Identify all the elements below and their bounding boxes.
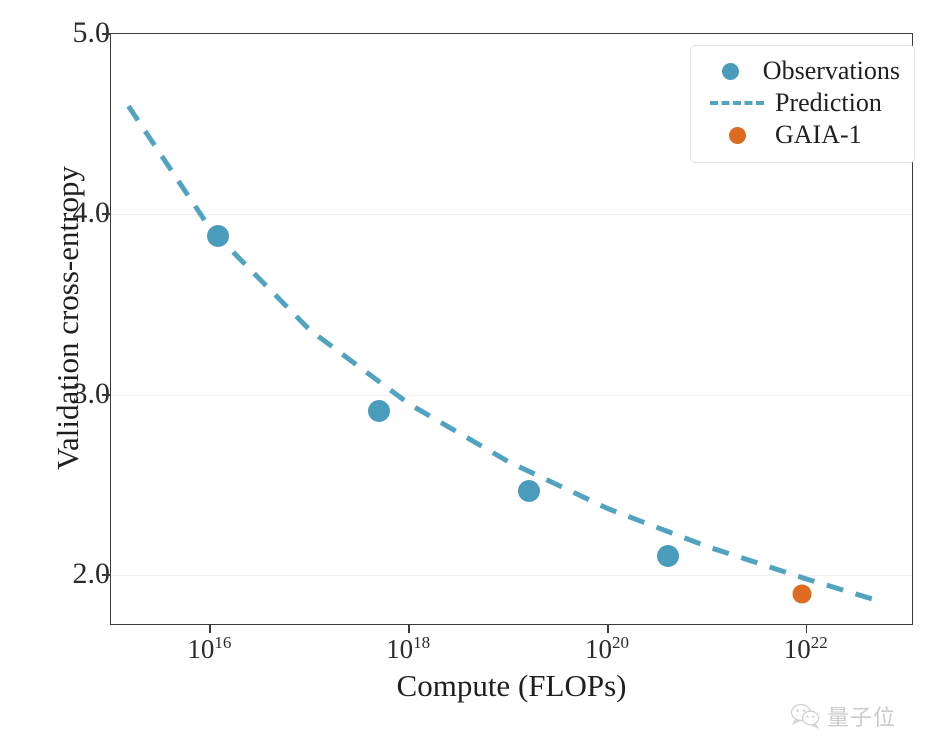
data-point-observations bbox=[656, 544, 679, 567]
prediction-line bbox=[126, 104, 885, 605]
x-tick-mark bbox=[805, 625, 808, 633]
y-tick-mark bbox=[102, 33, 110, 35]
x-tick-label: 1016 bbox=[187, 634, 231, 664]
x-tick-base: 10 bbox=[584, 634, 612, 664]
prediction-curve bbox=[126, 104, 885, 605]
y-axis-title: Validation cross-entropy bbox=[50, 166, 85, 470]
x-tick-mark bbox=[408, 625, 410, 633]
y-tick-mark bbox=[102, 213, 110, 216]
x-tick-base: 10 bbox=[187, 634, 215, 664]
x-tick-mark bbox=[209, 625, 211, 633]
x-tick-base: 10 bbox=[783, 634, 811, 664]
x-tick-exponent: 18 bbox=[413, 633, 431, 652]
legend-label: Prediction bbox=[775, 88, 882, 117]
y-tick-label: 3.0 bbox=[72, 376, 111, 410]
x-tick-exponent: 22 bbox=[810, 633, 828, 652]
y-tick-label: 2.0 bbox=[72, 557, 111, 591]
watermark-text: 量子位 bbox=[827, 706, 897, 731]
legend-key bbox=[705, 126, 769, 144]
legend-item: GAIA-1 bbox=[705, 119, 900, 151]
legend-item: Prediction bbox=[705, 87, 900, 119]
legend-key bbox=[705, 62, 757, 80]
legend-key bbox=[705, 101, 769, 105]
x-tick-base: 10 bbox=[386, 634, 414, 664]
y-tick-label: 4.0 bbox=[72, 196, 111, 230]
data-point-observations bbox=[207, 225, 230, 248]
gridline bbox=[111, 394, 912, 396]
wechat-icon bbox=[790, 703, 820, 729]
legend-label: GAIA-1 bbox=[775, 120, 862, 149]
y-tick-mark bbox=[102, 393, 110, 396]
x-axis-title: Compute (FLOPs) bbox=[396, 668, 627, 703]
x-tick-mark bbox=[606, 625, 609, 633]
x-tick-label: 1020 bbox=[585, 634, 629, 664]
data-point-observations bbox=[517, 479, 540, 502]
legend-label: Observations bbox=[762, 56, 900, 85]
data-point-observations bbox=[368, 400, 391, 423]
y-tick-label: 5.0 bbox=[72, 16, 111, 49]
chart-legend: Observations Prediction GAIA-1 bbox=[690, 45, 915, 163]
data-point-gaia-1 bbox=[792, 584, 812, 603]
x-tick-label: 1018 bbox=[386, 634, 430, 664]
x-tick-exponent: 16 bbox=[214, 633, 232, 652]
watermark: 量子位 bbox=[790, 700, 896, 732]
x-tick-exponent: 20 bbox=[611, 633, 629, 652]
x-tick-label: 1022 bbox=[784, 634, 828, 664]
gridline bbox=[111, 214, 912, 216]
legend-item: Observations bbox=[705, 55, 900, 87]
legend-marker-dashed-line-icon bbox=[710, 101, 764, 105]
gridline bbox=[111, 575, 912, 577]
y-tick-mark bbox=[102, 574, 110, 577]
legend-marker-dot-icon bbox=[722, 62, 740, 80]
data-layer bbox=[111, 34, 912, 624]
y-axis: 5.0 4.0 3.0 2.0 bbox=[0, 0, 110, 754]
legend-marker-dot-icon bbox=[728, 126, 746, 144]
